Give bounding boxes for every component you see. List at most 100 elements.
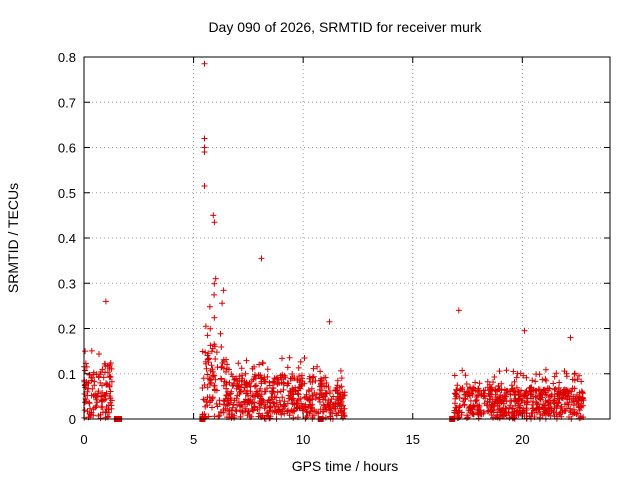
data-point (219, 360, 226, 366)
data-point (213, 349, 220, 356)
data-point (235, 399, 242, 406)
data-point (312, 377, 319, 384)
data-point (81, 382, 88, 389)
data-point (480, 393, 487, 400)
data-point (226, 379, 233, 386)
data-point (201, 135, 208, 142)
data-point (509, 385, 516, 392)
data-point (103, 404, 110, 410)
data-point (548, 391, 555, 398)
data-point (211, 280, 218, 287)
data-point (96, 351, 102, 357)
data-point (226, 411, 233, 417)
data-point (309, 393, 316, 400)
data-point (491, 374, 498, 380)
data-point (210, 212, 217, 219)
data-point (104, 369, 111, 376)
data-point (571, 385, 578, 392)
data-point (335, 397, 342, 404)
data-point (542, 406, 549, 413)
data-point (284, 382, 291, 389)
data-point (561, 368, 568, 375)
data-point (239, 375, 246, 382)
data-point (294, 390, 301, 397)
data-point (275, 408, 282, 415)
data-point (318, 377, 324, 384)
data-point (107, 388, 114, 395)
data-point (218, 363, 225, 370)
data-point (206, 375, 212, 382)
data-point (212, 356, 219, 362)
data-point (228, 397, 235, 403)
data-point (330, 401, 337, 408)
data-point (511, 378, 518, 385)
data-point (562, 393, 569, 399)
data-point (464, 393, 471, 400)
data-point (322, 414, 329, 421)
y-tick-label: 0.1 (58, 367, 76, 382)
data-point (204, 402, 211, 409)
data-point (256, 361, 263, 368)
data-point (230, 401, 237, 408)
data-point (513, 398, 519, 405)
data-point (457, 385, 464, 392)
data-point (202, 323, 209, 330)
data-point (521, 392, 528, 399)
data-point (254, 388, 260, 395)
data-point (291, 401, 298, 408)
data-point (100, 409, 106, 416)
data-point (482, 387, 489, 394)
data-point (204, 332, 211, 339)
data-point (248, 378, 255, 385)
data-point (233, 375, 240, 382)
data-point (303, 409, 310, 416)
data-point (533, 393, 540, 400)
data-point (222, 405, 229, 412)
data-point (290, 391, 297, 398)
data-point (252, 371, 258, 378)
data-point (297, 358, 304, 365)
data-point (90, 369, 97, 376)
data-point (309, 374, 316, 381)
data-point (259, 359, 266, 366)
data-point (262, 403, 269, 410)
data-point (502, 411, 509, 417)
data-point (271, 379, 278, 386)
data-point (311, 390, 318, 396)
x-axis-label: GPS time / hours (292, 458, 399, 474)
data-point (217, 408, 224, 415)
data-point (563, 387, 570, 394)
data-point (211, 219, 218, 226)
data-point (515, 395, 522, 402)
data-point (304, 412, 311, 419)
data-point (284, 364, 291, 371)
data-point (297, 405, 303, 412)
data-point (223, 385, 230, 392)
data-point (90, 412, 97, 419)
data-point (490, 400, 497, 407)
data-point (235, 382, 242, 389)
data-point (237, 389, 244, 396)
data-point (337, 391, 344, 398)
data-point (326, 388, 333, 394)
data-point (278, 379, 285, 386)
data-point (321, 374, 327, 381)
data-point (494, 409, 501, 416)
data-point (534, 400, 541, 407)
data-point (204, 356, 211, 362)
data-point (204, 394, 211, 401)
data-point (84, 388, 91, 395)
data-point (108, 378, 115, 385)
data-point (267, 403, 274, 409)
data-point (309, 396, 316, 403)
data-point (495, 406, 502, 413)
data-point (334, 377, 341, 384)
data-point (95, 388, 102, 395)
data-point (471, 404, 478, 410)
data-point (459, 367, 466, 374)
data-point (212, 275, 219, 282)
data-point (88, 377, 95, 384)
data-point (569, 411, 576, 418)
